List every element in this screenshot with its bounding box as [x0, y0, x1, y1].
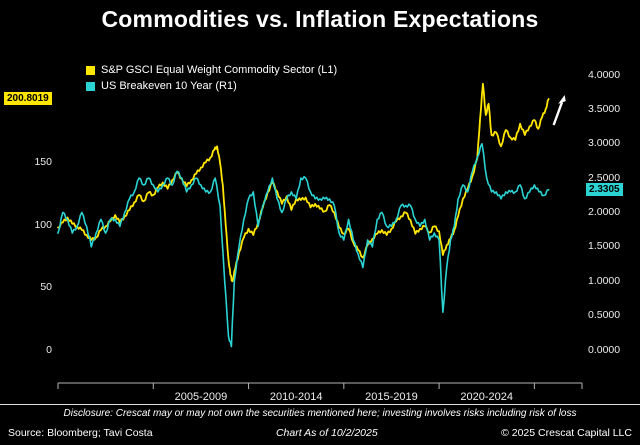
x-axis-period-label: 2005-2009: [174, 391, 228, 403]
legend-item-commodity: S&P GSCI Equal Weight Commodity Sector (…: [86, 62, 337, 78]
legend: S&P GSCI Equal Weight Commodity Sector (…: [86, 62, 337, 94]
x-axis-period-label: 2020-2024: [460, 391, 514, 403]
left-axis-tick-label: 150: [34, 156, 52, 168]
x-axis-period-label: 2010-2014: [269, 391, 323, 403]
copyright-text: © 2025 Crescat Capital LLC: [501, 427, 632, 439]
disclosure-text: Disclosure: Crescat may or may not own t…: [63, 408, 577, 419]
legend-item-breakeven: US Breakeven 10 Year (R1): [86, 78, 337, 94]
right-axis-tick-label: 4.0000: [588, 68, 621, 81]
source-text: Source: Bloomberg; Tavi Costa: [8, 427, 153, 439]
left-axis-tick-label: 50: [40, 281, 52, 293]
right-axis-tick-label: 1.5000: [588, 240, 621, 253]
breakeven-series-swatch-icon: [86, 81, 95, 91]
commodity-series-line: [57, 82, 550, 283]
chart-as-of-text: Chart As of 10/2/2025: [275, 427, 378, 439]
right-axis-tick-label: 2.5000: [588, 171, 621, 184]
right-axis-tick-label: 0.0000: [588, 343, 621, 356]
footer-divider: [0, 404, 640, 405]
left-axis-tick-label: 0: [46, 343, 52, 356]
left-axis-last-value-badge: 200.8019: [4, 91, 52, 105]
legend-label-breakeven: US Breakeven 10 Year (R1): [101, 80, 237, 92]
right-axis-last-value-badge: 2.3305: [586, 182, 623, 196]
x-axis-period-label: 2015-2019: [365, 391, 418, 403]
commodity-series-swatch-icon: [86, 65, 95, 75]
legend-label-commodity: S&P GSCI Equal Weight Commodity Sector (…: [101, 64, 338, 76]
right-axis-tick-label: 1.0000: [588, 274, 621, 287]
breakeven-series-line: [57, 143, 550, 348]
right-axis-tick-label: 0.5000: [588, 309, 621, 322]
footer-row: Source: Bloomberg; Tavi Costa Chart As o…: [0, 427, 640, 439]
left-axis-tick-label: 100: [34, 218, 52, 231]
right-axis-tick-label: 2.0000: [588, 206, 621, 218]
chart-title: Commodities vs. Inflation Expectations: [101, 6, 539, 32]
right-axis-tick-label: 3.0000: [588, 137, 621, 150]
right-axis-tick-label: 3.5000: [588, 102, 621, 115]
